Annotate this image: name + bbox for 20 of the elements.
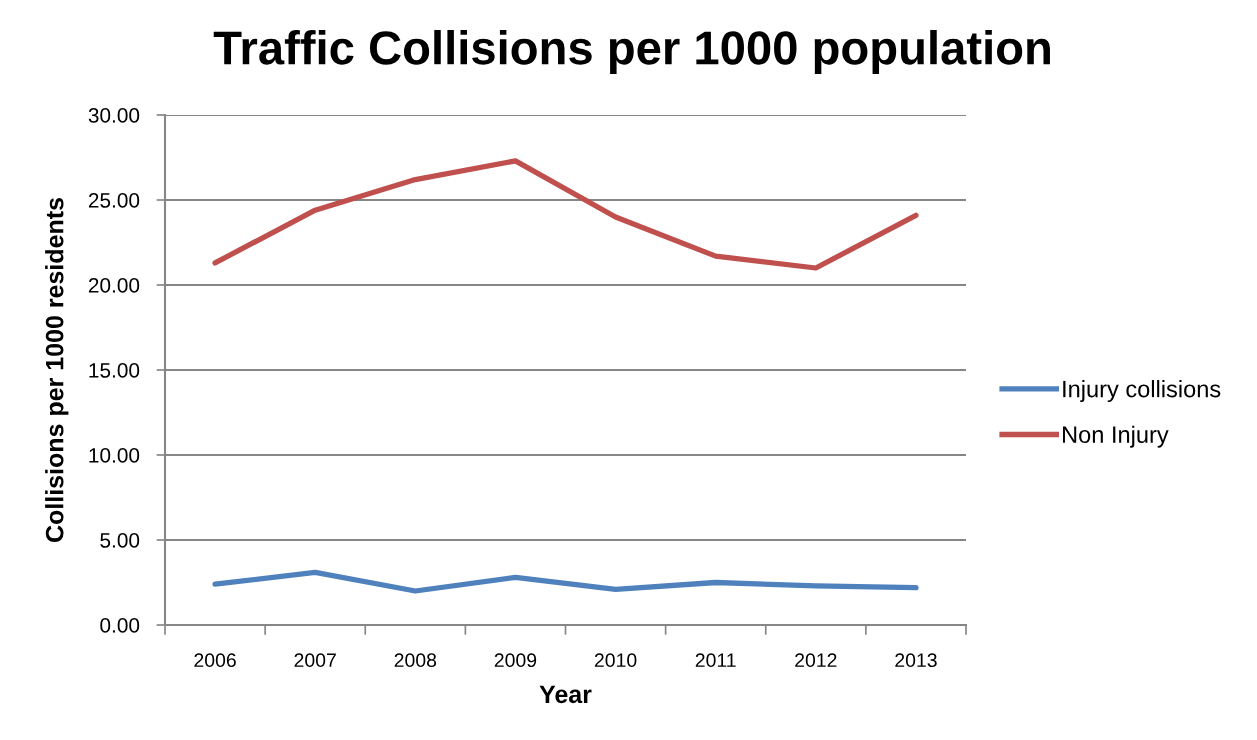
x-tick-label: 2008 [394,653,437,668]
x-axis-title: Year [539,685,592,704]
y-tick-label: 15.00 [89,363,140,378]
x-tick-label: 2009 [494,653,537,668]
y-axis-title: Collisions per 1000 residents [45,198,69,542]
x-tick-label: 2006 [194,653,236,668]
x-tick-label: 2010 [594,653,637,668]
y-tick-label: 5.00 [100,533,140,548]
y-tick-label: 10.00 [89,448,140,463]
x-tick-label: 2007 [294,653,336,668]
x-tick-label: 2012 [795,653,837,668]
legend-label: Non Injury [1063,425,1169,448]
x-tick-label: 2011 [695,653,736,668]
y-tick-label: 25.00 [88,193,140,208]
y-tick-label: 30.00 [88,108,140,123]
chart-title: Traffic Collisions per 1000 population [213,29,1050,75]
legend-label: Injury collisions [1063,380,1221,403]
y-tick-label: 0.00 [100,618,140,633]
y-tick-label: 20.00 [88,278,140,293]
x-tick-label: 2013 [895,653,937,668]
